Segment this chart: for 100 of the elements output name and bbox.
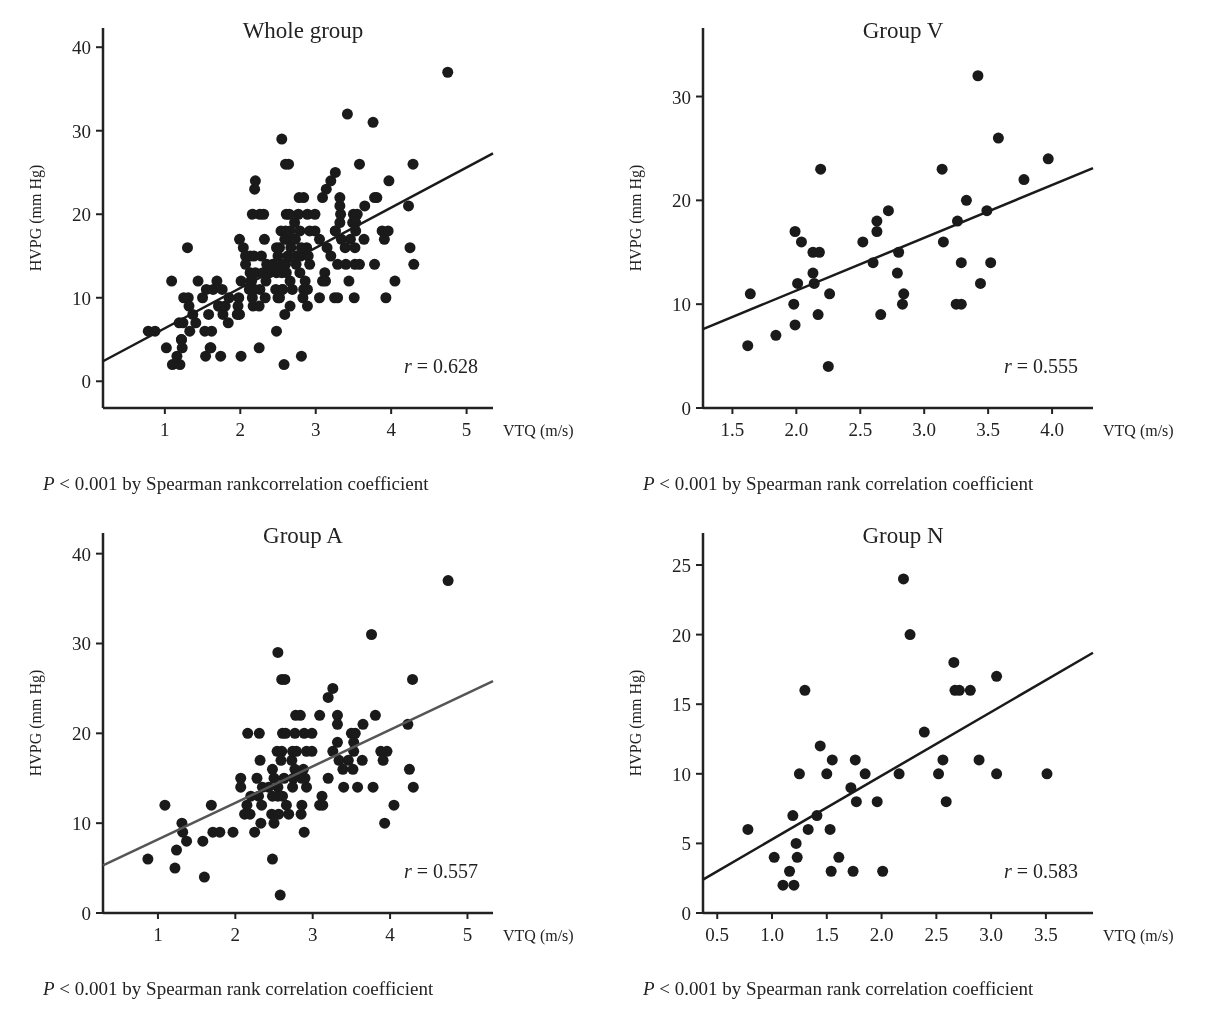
x-tick-label: 0.5: [705, 924, 730, 945]
annotation: r = 0.557: [403, 860, 478, 882]
y-tick-label: 5: [681, 833, 691, 855]
point: [882, 205, 894, 217]
x-tick-label: 2: [235, 419, 246, 440]
x-tick-label: 3.5: [976, 419, 1001, 440]
point: [1042, 153, 1054, 165]
point: [824, 823, 836, 835]
point: [891, 267, 903, 279]
point: [948, 656, 960, 668]
point: [793, 768, 805, 780]
point: [814, 740, 826, 752]
x-tick-label: 1.5: [720, 419, 745, 440]
point: [940, 796, 952, 808]
x-tick-label: 3.5: [1034, 924, 1058, 945]
point: [972, 70, 984, 82]
point: [875, 309, 887, 321]
chart-title: Whole group: [242, 18, 364, 43]
point: [847, 865, 859, 877]
point: [991, 670, 1003, 682]
point: [871, 796, 883, 808]
x-axis-title: VTQ (m/s): [1103, 927, 1174, 945]
point: [992, 132, 1004, 144]
point: [777, 879, 789, 891]
y-tick-label: 0: [681, 903, 691, 924]
point: [770, 329, 782, 341]
point: [964, 684, 976, 696]
x-tick-label: 4: [385, 924, 396, 945]
x-tick-label: 3.0: [912, 419, 937, 440]
point: [784, 865, 796, 877]
y-tick-label: 0: [81, 903, 91, 924]
point: [807, 267, 819, 279]
point: [985, 257, 997, 269]
point: [1018, 174, 1030, 186]
point: [918, 726, 930, 738]
y-tick-label: 10: [672, 763, 691, 785]
x-tick-label: 4.0: [1040, 419, 1064, 440]
point: [787, 810, 799, 822]
y-tick-label: 15: [672, 694, 691, 716]
point: [742, 340, 754, 352]
point: [792, 277, 804, 289]
x-axis-title: VTQ (m/s): [503, 927, 574, 945]
y-axis-title: HVPG (mm Hg): [627, 669, 645, 777]
text: P < 0.001 by Spearman rank correlation coefficient: [42, 978, 434, 999]
point: [871, 226, 883, 237]
y-axis-title: HVPG (mm Hg): [27, 164, 45, 272]
point: [893, 768, 905, 780]
point: [744, 288, 756, 300]
y-tick-label: 20: [72, 204, 91, 226]
x-tick-label: 1.5: [814, 924, 839, 945]
point: [789, 319, 801, 331]
point: [896, 298, 908, 310]
y-axis-title: HVPG (mm Hg): [627, 164, 645, 272]
point: [849, 754, 861, 766]
point: [973, 754, 985, 766]
point: [857, 236, 869, 248]
x-tick-label: 1: [160, 419, 170, 440]
point: [789, 226, 801, 237]
point: [824, 288, 836, 300]
chart-title: Group A: [263, 523, 344, 548]
point: [898, 288, 910, 300]
point: [933, 768, 945, 780]
annotation: r = 0.628: [403, 355, 478, 377]
x-tick-label: 4: [386, 419, 397, 440]
point: [742, 823, 754, 835]
point: [768, 851, 780, 863]
point: [937, 236, 949, 248]
y-tick-label: 30: [672, 86, 691, 108]
point: [821, 768, 833, 780]
x-tick-label: 5: [461, 419, 472, 440]
y-tick-label: 30: [72, 633, 91, 655]
x-axis-title: VTQ (m/s): [503, 422, 574, 440]
x-tick-label: 5: [462, 924, 473, 945]
x-tick-label: 2: [230, 924, 241, 945]
point: [825, 865, 837, 877]
x-axis-title: VTQ (m/s): [1103, 422, 1174, 440]
x-tick-label: 1.0: [760, 924, 784, 945]
annotation: r = 0.583: [1003, 860, 1078, 882]
text: P < 0.001 by Spearman rankcorrelation coefficient: [42, 473, 430, 494]
point: [871, 215, 883, 227]
y-tick-label: 10: [72, 813, 91, 835]
point: [833, 851, 845, 863]
x-tick-label: 2.5: [848, 419, 873, 440]
point: [790, 837, 802, 849]
x-tick-label: 2.0: [784, 419, 809, 440]
point: [991, 768, 1003, 780]
annotation: r = 0.555: [1003, 355, 1078, 377]
point: [974, 277, 986, 289]
y-tick-label: 25: [672, 555, 691, 577]
y-tick-label: 40: [72, 543, 91, 565]
point: [802, 823, 814, 835]
chart-title: Group V: [862, 18, 944, 43]
point: [877, 865, 889, 877]
x-tick-label: 3: [307, 924, 318, 945]
chart-title: Group N: [862, 523, 944, 548]
point: [936, 163, 948, 175]
x-tick-label: 3: [310, 419, 321, 440]
y-tick-label: 40: [72, 37, 91, 59]
point: [788, 298, 800, 310]
text: P < 0.001 by Spearman rank correlation coefficient: [642, 978, 1034, 999]
